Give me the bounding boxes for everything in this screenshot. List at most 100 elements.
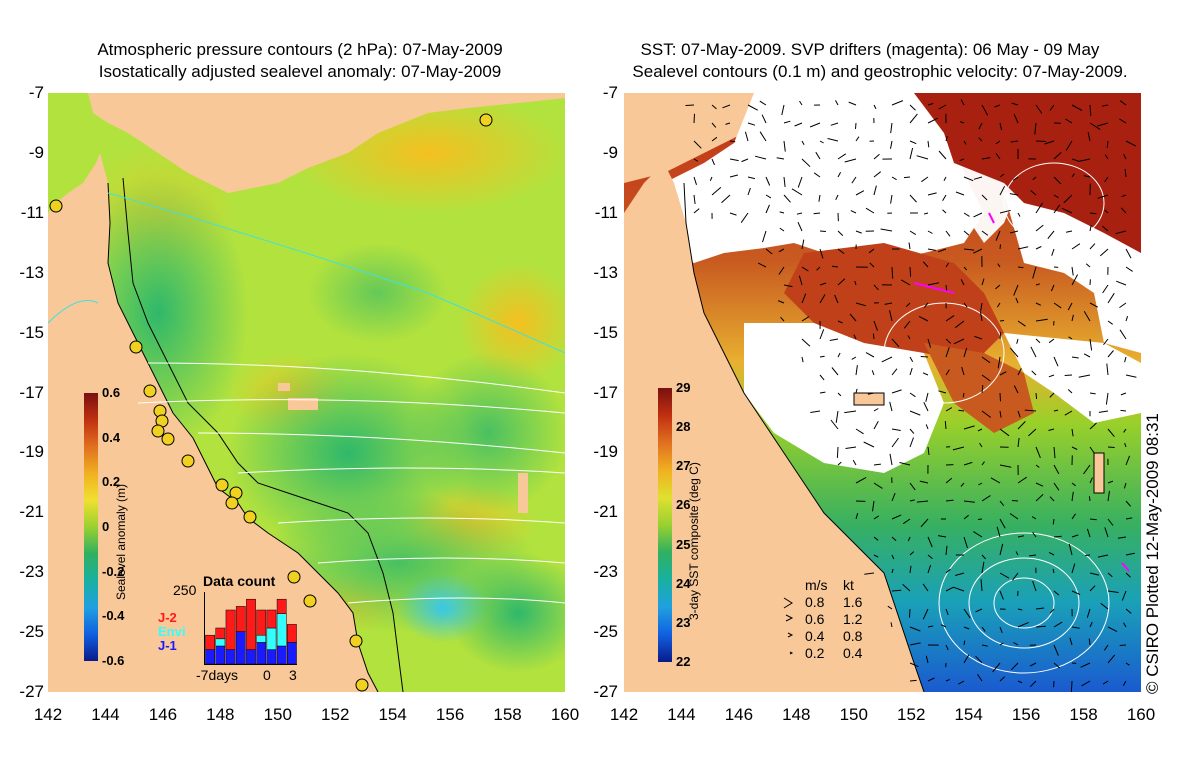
velocity-arrow [871,370,875,376]
velocity-arrow [1009,513,1019,520]
sealevel-anomaly-map [48,93,565,692]
velocity-arrow [1104,154,1109,160]
velocity-arrow [973,176,983,180]
velocity-arrow [1050,284,1055,292]
velocity-arrow [1031,516,1037,520]
velocity-arrow [999,676,1006,682]
velocity-arrow [921,176,929,183]
velocity-arrow [865,352,875,358]
velocity-arrow [999,244,1001,250]
velocity-arrow [909,679,917,682]
velocity-arrow [978,137,983,142]
velocity-arrow [1029,554,1037,557]
velocity-arrow [1070,680,1073,692]
sealevel-colorbar-tick: 0.6 [102,385,121,400]
sealevel-colorbar-label: Sealevel anomaly (m) [114,483,128,600]
velocity-arrow [927,103,934,106]
data-count-bar-envi [266,627,277,650]
velocity-arrow [1067,389,1073,394]
velocity-arrow [1125,316,1129,322]
velocity-arrow [1102,225,1109,232]
velocity-arrow [1032,176,1037,181]
velocity-arrow [999,590,1004,600]
velocity-arrow [963,514,969,520]
right-y-tick: -13 [593,262,618,282]
velocity-arrow [927,230,933,234]
velocity-arrow [999,392,1001,402]
velocity-arrow [1011,500,1019,502]
velocity-arrow [725,122,731,125]
velocity-arrow [815,151,821,160]
velocity-arrow [963,608,971,619]
velocity-arrow [873,421,879,430]
velocity-arrow [1088,638,1091,646]
velocity-arrow [958,680,965,685]
velocity-arrow [1107,490,1110,502]
data-count-bar-j2 [235,606,246,632]
velocity-arrow [1053,621,1063,628]
velocity-arrow [1029,680,1037,688]
velocity-arrow [1017,421,1026,430]
velocity-arrow [945,284,948,291]
data-count-bar-j2 [215,627,226,640]
velocity-arrow [999,209,1011,214]
velocity-arrow [818,194,821,202]
velocity-arrow [1107,590,1119,593]
velocity-arrow [905,302,911,307]
velocity-arrow [865,207,875,214]
velocity-arrow [1053,446,1056,459]
velocity-arrow [995,140,1001,145]
velocity-arrow [1088,496,1091,502]
velocity-arrow [973,212,983,218]
right-y-tick: -27 [593,682,618,701]
velocity-arrow [978,482,983,486]
velocity-arrow [923,212,929,215]
velocity-arrow [783,120,791,124]
velocity-arrow [902,518,911,525]
velocity-arrow [1071,428,1074,437]
velocity-arrow [844,410,857,414]
velocity-arrow [959,158,965,162]
left-x-tick: 154 [378,705,407,724]
velocity-legend-kt: 0.8 [843,628,863,644]
velocity-arrow [891,568,894,574]
left-y-tick: -17 [19,382,44,402]
velocity-arrow [1061,207,1073,214]
velocity-arrow [954,320,965,329]
velocity-arrow [1053,176,1062,185]
velocity-arrow [761,114,767,124]
velocity-arrow [1107,446,1115,448]
velocity-arrow [963,425,975,430]
velocity-arrow [909,140,917,145]
velocity-arrow [819,355,825,358]
data-count-bar-j1 [256,642,267,665]
velocity-arrow [1083,311,1091,322]
velocity-arrow [711,104,717,110]
right-title-line2: Sealevel contours (0.1 m) and geostrophi… [632,62,1128,81]
velocity-arrow [922,372,929,376]
velocity-arrow [1053,644,1059,656]
velocity-arrow [1089,212,1097,215]
velocity-arrow [1089,302,1099,308]
velocity-arrow [909,356,914,363]
velocity-arrow [1035,302,1042,306]
left-y-tick: -27 [19,682,44,701]
velocity-arrow [816,266,821,271]
velocity-legend-ms: 0.6 [805,611,825,627]
velocity-arrow [1107,350,1114,358]
velocity-arrow [1071,563,1076,574]
velocity-arrow [798,275,803,286]
right-x-tick: 156 [1011,705,1041,724]
velocity-arrow [1125,608,1132,614]
velocity-arrow [937,535,947,538]
velocity-arrow [891,176,897,181]
velocity-arrow [797,221,803,232]
velocity-arrow [1013,113,1019,124]
velocity-arrow [1053,590,1060,596]
velocity-arrow [927,554,933,559]
velocity-arrow [981,410,992,418]
data-count-bar-j2 [276,598,287,614]
velocity-arrow [1121,194,1127,198]
velocity-arrow [963,230,970,236]
velocity-arrow [922,583,929,592]
